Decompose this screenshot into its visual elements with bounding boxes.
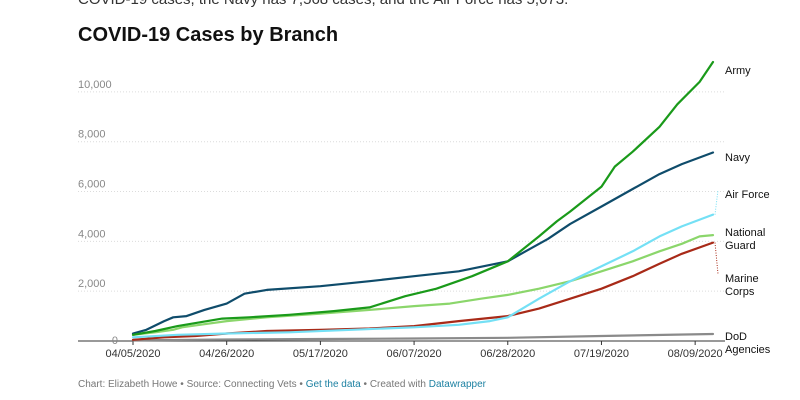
x-tick-label: 06/07/2020	[387, 348, 442, 360]
series-line-dod-agencies	[131, 332, 715, 342]
x-tick-label: 06/28/2020	[480, 348, 535, 360]
x-tick-label: 04/05/2020	[105, 348, 160, 360]
x-tick-label: 05/17/2020	[293, 348, 348, 360]
x-tick-label: 07/19/2020	[574, 348, 629, 360]
footer-created-with: Created with	[369, 379, 429, 390]
get-the-data-link[interactable]: Get the data	[305, 379, 361, 390]
series-line-navy	[131, 151, 715, 335]
series-label-dod-agencies: Agencies	[725, 344, 771, 356]
series-line-army	[131, 60, 715, 336]
series-label-national-guard: National	[725, 227, 765, 239]
x-tick-label: 04/26/2020	[199, 348, 254, 360]
label-connector-marine-corps	[714, 242, 719, 275]
y-tick-label: 8,000	[78, 129, 106, 141]
y-tick-label: 2,000	[78, 278, 106, 290]
series-label-navy: Navy	[725, 152, 751, 164]
y-tick-label: 10,000	[78, 79, 112, 91]
footer-separator: •	[360, 379, 370, 390]
series-line-national-guard	[131, 234, 715, 336]
series-label-air-force: Air Force	[725, 189, 770, 201]
series-label-marine-corps: Corps	[725, 286, 755, 298]
label-connector-air-force	[714, 189, 719, 215]
chart-title: COVID-19 Cases by Branch	[78, 24, 339, 46]
series-label-marine-corps: Marine	[725, 273, 759, 285]
footer-separator: •	[296, 379, 306, 390]
x-tick-label: 08/09/2020	[668, 348, 723, 360]
series-label-national-guard: Guard	[725, 240, 756, 252]
datawrapper-link[interactable]: Datawrapper	[428, 379, 486, 390]
footer-chart-by: Chart: Elizabeth Howe	[78, 379, 178, 390]
series-label-dod-agencies: DoD	[725, 331, 747, 343]
series-line-air-force	[131, 213, 715, 339]
y-tick-label: 0	[112, 335, 118, 347]
y-tick-label: 4,000	[78, 228, 106, 240]
footer-separator: •	[177, 379, 187, 390]
intro-text-cutoff: COVID-19 cases, the Navy has 7,568 cases…	[78, 0, 568, 8]
y-tick-label: 6,000	[78, 179, 106, 191]
footer-source: Source: Connecting Vets	[186, 379, 297, 390]
chart-footer: Chart: Elizabeth Howe • Source: Connecti…	[78, 379, 486, 390]
series-label-army: Army	[725, 65, 751, 77]
